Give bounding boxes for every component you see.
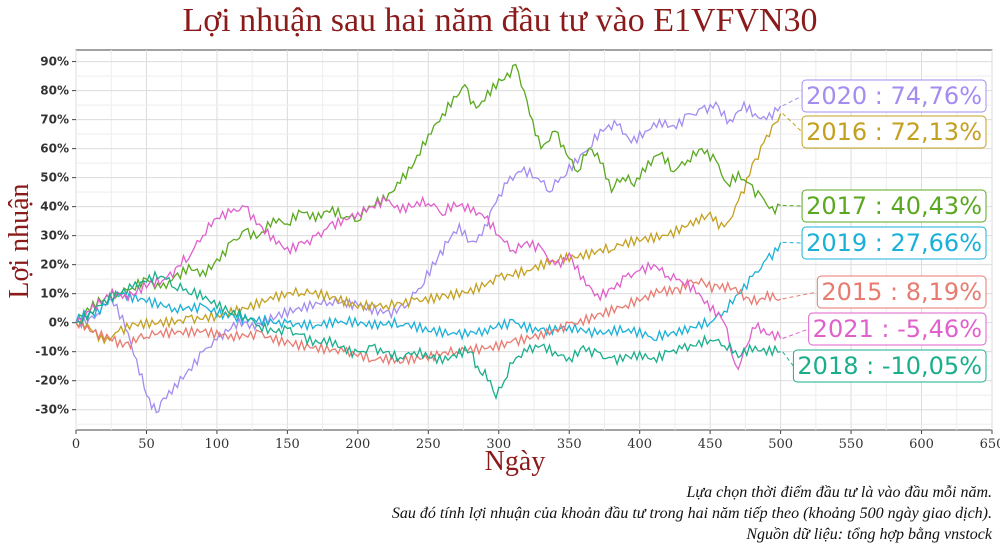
y-tick-label: -20% — [35, 374, 69, 388]
x-tick-label: 100 — [205, 437, 230, 452]
x-tick-label: 350 — [557, 437, 582, 452]
x-tick-label: 250 — [416, 437, 441, 452]
series-label-2017: 2017 : 40,43% — [806, 192, 982, 220]
y-tick-label: 0% — [49, 316, 69, 330]
series-leader-2019 — [782, 241, 803, 244]
series-line-2018 — [75, 269, 781, 401]
x-tick-label: 450 — [698, 437, 723, 452]
series-leader-2021 — [782, 328, 809, 339]
series-label-box-2020 — [801, 79, 987, 113]
x-tick-label: 0 — [72, 437, 80, 452]
y-tick-label: -10% — [35, 345, 69, 359]
series-label-2016: 2016 : 72,13% — [806, 118, 982, 146]
x-tick-label: 600 — [909, 437, 934, 452]
y-tick-label: 90% — [40, 55, 69, 69]
series-label-2021: 2021 : -5,46% — [813, 315, 982, 343]
chart-title: Lợi nhuận sau hai năm đầu tư vào E1VFVN3… — [182, 2, 818, 39]
axis-ticks: 0 50 100 150 200 250 300 350 400 450 500 550 600 650 9… — [35, 55, 1000, 452]
series-line-2015 — [75, 277, 781, 367]
series-label-box-2017 — [801, 189, 987, 223]
series-label-box-2018 — [792, 349, 987, 383]
series-label-box-2021 — [808, 312, 987, 346]
series-label-2015: 2015 : 8,19% — [821, 278, 982, 306]
y-tick-label: -30% — [35, 403, 69, 417]
y-tick-label: 30% — [40, 229, 69, 243]
footnote-line: Lựa chọn thời điểm đầu tư là vào đầu mỗi… — [686, 484, 992, 501]
x-tick-label: 150 — [275, 437, 300, 452]
series-label-2019: 2019 : 27,66% — [806, 229, 982, 257]
y-tick-label: 40% — [40, 200, 69, 214]
x-tick-label: 500 — [768, 437, 793, 452]
x-tick-label: 50 — [138, 437, 155, 452]
series-label-2020: 2020 : 74,76% — [806, 82, 982, 110]
x-tick-label: 400 — [627, 437, 652, 452]
y-tick-label: 10% — [40, 287, 69, 301]
series-line-2021 — [75, 195, 782, 371]
x-tick-label: 300 — [486, 437, 511, 452]
series-leader-2018 — [782, 351, 794, 367]
series-label-box-2015 — [816, 275, 987, 309]
series-leader-2016 — [782, 113, 803, 133]
x-tick-label: 550 — [839, 437, 864, 452]
y-tick-label: 80% — [40, 84, 69, 98]
x-tick-label: 650 — [980, 437, 1000, 452]
series-line-2017 — [75, 63, 781, 323]
series-leader-2015 — [782, 291, 818, 300]
series-lines — [75, 63, 782, 414]
x-axis-label: Ngày — [484, 446, 546, 477]
series-line-2019 — [75, 242, 782, 342]
series-line-2016 — [75, 113, 782, 345]
footnote-line: Sau đó tính lợi nhuận của khoản đầu tư t… — [391, 505, 992, 522]
y-tick-label: 50% — [40, 171, 69, 185]
series-leader-2017 — [782, 204, 803, 207]
footnote-line: Nguồn dữ liệu: tổng hợp bằng vnstock — [746, 526, 992, 543]
series-leader-2020 — [782, 95, 803, 107]
series-label-box-2016 — [801, 115, 987, 149]
series-line-2020 — [75, 100, 782, 414]
series-label-2018: 2018 : -10,05% — [797, 352, 982, 380]
y-tick-label: 70% — [40, 113, 69, 127]
series-label-box-2019 — [801, 226, 987, 260]
series-labels: 2020 : 74,76% 2016 : 72,13% 2017 : 40,43% 2… — [782, 79, 987, 383]
x-tick-label: 200 — [345, 437, 370, 452]
footnotes: Lựa chọn thời điểm đầu tư là vào đầu mỗi… — [392, 482, 992, 545]
y-tick-label: 60% — [40, 142, 69, 156]
y-tick-label: 20% — [40, 258, 69, 272]
